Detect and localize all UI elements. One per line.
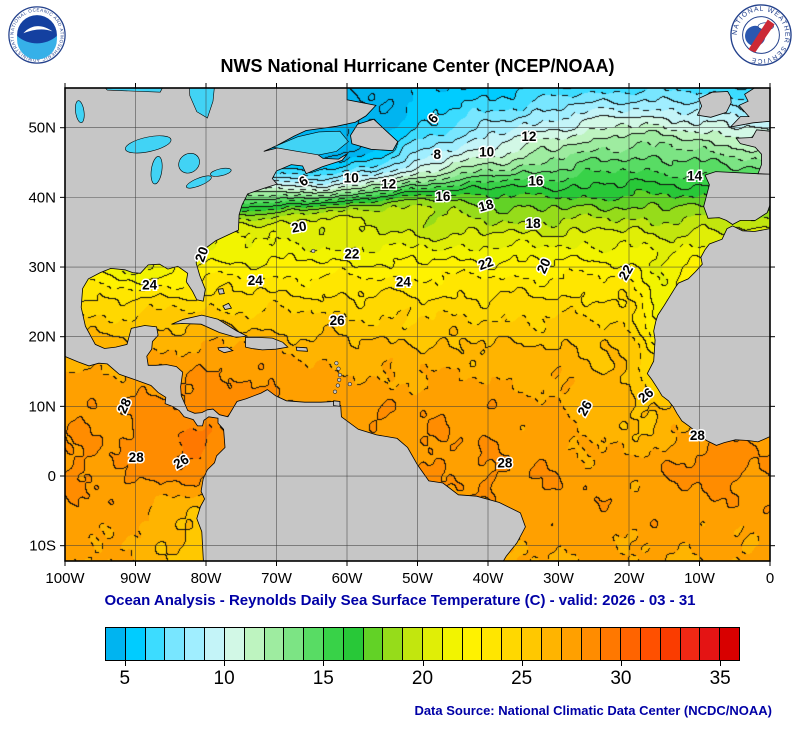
y-axis-label: 10S bbox=[29, 538, 56, 555]
colorbar-cell-12 bbox=[264, 628, 285, 660]
y-axis-label: 50N bbox=[28, 120, 56, 137]
colorbar-label: 20 bbox=[411, 668, 434, 689]
colorbar-tick bbox=[124, 661, 126, 666]
colorbar-cell-22 bbox=[462, 628, 483, 660]
colorbar-cell-32 bbox=[660, 628, 681, 660]
x-axis-label: 40W bbox=[473, 570, 505, 587]
colorbar-label: 35 bbox=[709, 668, 731, 689]
colorbar-tick bbox=[620, 661, 622, 666]
x-axis-label: 60W bbox=[332, 570, 364, 587]
x-axis-label: 0 bbox=[766, 570, 774, 587]
colorbar-cell-25 bbox=[522, 628, 542, 660]
page-title: NWS National Hurricane Center (NCEP/NOAA… bbox=[220, 56, 615, 76]
noaa-seabird-icon bbox=[23, 26, 53, 34]
colorbar-cell-23 bbox=[482, 628, 503, 660]
x-axis-label: 10W bbox=[684, 570, 716, 587]
colorbar bbox=[105, 627, 740, 661]
colorbar-cell-6 bbox=[145, 628, 166, 660]
colorbar-tick bbox=[720, 661, 722, 666]
colorbar-cell-30 bbox=[621, 628, 641, 660]
noaa-logo: NATIONAL OCEANIC AND ATMOSPHERIC ADMINIS… bbox=[8, 6, 66, 64]
colorbar-cell-16 bbox=[343, 628, 364, 660]
y-axis-label: 30N bbox=[28, 259, 56, 276]
y-axis-label: 40N bbox=[28, 189, 56, 206]
colorbar-cell-33 bbox=[680, 628, 701, 660]
colorbar-cell-31 bbox=[640, 628, 661, 660]
colorbar-tick bbox=[521, 661, 523, 666]
noaa-wave bbox=[17, 35, 57, 60]
colorbar-cell-17 bbox=[363, 628, 384, 660]
x-axis-label: 100W bbox=[45, 570, 85, 587]
colorbar-label: 5 bbox=[119, 668, 131, 689]
colorbar-label: 30 bbox=[610, 668, 632, 689]
x-axis-label: 30W bbox=[543, 570, 575, 587]
colorbar-cell-19 bbox=[403, 628, 423, 660]
colorbar-label: 15 bbox=[312, 668, 334, 689]
colorbar-cell-10 bbox=[224, 628, 245, 660]
colorbar-cell-21 bbox=[442, 628, 463, 660]
colorbar-cell-34 bbox=[700, 628, 721, 660]
colorbar-cell-28 bbox=[581, 628, 602, 660]
colorbar-cell-7 bbox=[165, 628, 186, 660]
colorbar-label: 25 bbox=[511, 668, 533, 689]
data-source-caption: Data Source: National Climatic Data Cent… bbox=[414, 703, 772, 718]
x-axis-label: 50W bbox=[402, 570, 434, 587]
x-axis-label: 90W bbox=[120, 570, 152, 587]
x-axis-label: 80W bbox=[191, 570, 223, 587]
sst-field-canvas bbox=[65, 88, 770, 561]
x-axis-label: 20W bbox=[614, 570, 646, 587]
colorbar-tick bbox=[422, 661, 424, 666]
colorbar-label: 10 bbox=[213, 668, 235, 689]
colorbar-tick bbox=[323, 661, 325, 666]
colorbar-cell-13 bbox=[284, 628, 305, 660]
colorbar-cell-14 bbox=[304, 628, 324, 660]
colorbar-cell-24 bbox=[502, 628, 523, 660]
y-axis-label: 20N bbox=[28, 329, 56, 346]
colorbar-cell-35 bbox=[720, 628, 739, 660]
colorbar-cell-18 bbox=[383, 628, 404, 660]
y-axis-label: 10N bbox=[28, 398, 56, 415]
x-axis-label: 70W bbox=[261, 570, 293, 587]
colorbar-cell-26 bbox=[541, 628, 562, 660]
analysis-caption: Ocean Analysis - Reynolds Daily Sea Surf… bbox=[104, 592, 696, 609]
colorbar-cell-27 bbox=[561, 628, 582, 660]
colorbar-cell-4 bbox=[106, 628, 126, 660]
colorbar-cell-15 bbox=[323, 628, 344, 660]
colorbar-cell-29 bbox=[601, 628, 622, 660]
y-axis-label: 0 bbox=[48, 468, 56, 485]
colorbar-cell-20 bbox=[423, 628, 443, 660]
colorbar-cell-8 bbox=[185, 628, 206, 660]
colorbar-cell-11 bbox=[244, 628, 265, 660]
nws-slash-icon bbox=[748, 19, 775, 53]
colorbar-cell-5 bbox=[125, 628, 146, 660]
colorbar-cell-9 bbox=[205, 628, 225, 660]
colorbar-tick bbox=[224, 661, 226, 666]
nws-logo: NATIONAL WEATHER SERVICE bbox=[730, 4, 792, 66]
